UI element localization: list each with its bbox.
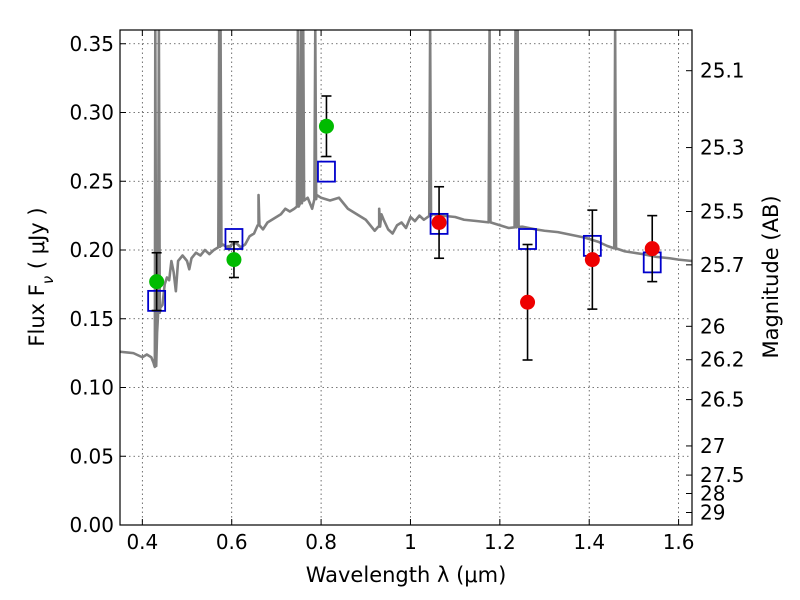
y2-tick-label: 29 [700,500,725,524]
y-tick-label: 0.25 [69,169,114,193]
y-tick-label: 0.05 [69,444,114,468]
observed-nir-point [520,294,536,310]
y2-tick-label: 27.5 [700,463,745,487]
axis-ticks: 0.4 0.6 0.8 1 1.2 1.4 1.6 0.00 0.05 0.10 0.15 0.20 0… [69,30,745,554]
y-tick-label: 0.10 [69,376,114,400]
y2-tick-label: 25.3 [700,136,745,160]
y-axis-label-main: Flux F [25,284,49,346]
y2-tick-label: 26.5 [700,388,745,412]
y2-tick-label: 26.2 [700,348,745,372]
grid-lines [120,30,692,525]
plot-frame [119,29,693,526]
observed-optical-point [149,274,165,290]
model-photometry-square [317,160,336,183]
y-tick-label: 0.15 [69,307,114,331]
plot-area [120,30,692,369]
model-spectrum-line [120,30,692,369]
y-tick-label: 0.35 [69,32,114,56]
observed-nir-point [431,215,447,230]
y-axis-label-unit: ( μJy ) [25,207,49,275]
y2-axis-label: Magnitude (AB) [759,195,783,358]
y-tick-label: 0.30 [69,101,114,125]
x-tick-label: 0.8 [305,530,337,554]
observed-optical-point [318,118,334,134]
x-tick-label: 1.2 [484,530,516,554]
x-tick-label: 1.4 [573,530,605,554]
x-tick-label: 0.6 [216,530,248,554]
y-tick-label: 0.20 [69,238,114,262]
y2-tick-label: 25.1 [700,59,745,83]
y2-tick-label: 27 [700,434,725,458]
observed-nir-point [644,241,660,257]
y2-tick-label: 28 [700,482,725,506]
x-tick-label: 0.4 [126,530,158,554]
observed-optical-point [226,252,242,268]
y2-tick-label: 25.7 [700,253,745,277]
x-axis-label: Wavelength λ (μm) [306,563,507,587]
y-axis-label-sub: ν [39,276,57,284]
y-tick-label: 0.00 [69,513,114,537]
x-tick-label: 1 [404,530,417,554]
x-tick-label: 1.6 [663,530,695,554]
observed-nir-point [584,252,600,268]
y2-tick-label: 26 [700,314,725,338]
y2-tick-label: 25.5 [700,200,745,224]
y-axis-label: Flux Fν ( μJy ) [25,207,57,346]
